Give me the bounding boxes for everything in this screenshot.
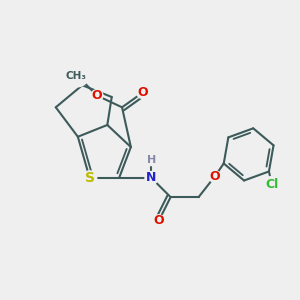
Circle shape: [153, 215, 165, 226]
Text: O: O: [209, 170, 220, 183]
Text: H: H: [147, 155, 156, 165]
Text: S: S: [85, 171, 94, 185]
Circle shape: [82, 171, 97, 185]
Circle shape: [137, 87, 148, 98]
Circle shape: [264, 176, 280, 193]
Text: Cl: Cl: [265, 178, 278, 191]
Text: O: O: [137, 86, 148, 99]
Circle shape: [146, 155, 157, 166]
Circle shape: [68, 66, 88, 87]
Circle shape: [209, 171, 221, 182]
Circle shape: [145, 172, 158, 184]
Text: CH₃: CH₃: [66, 71, 87, 81]
Circle shape: [91, 90, 103, 101]
Text: N: N: [146, 172, 157, 184]
Text: O: O: [154, 214, 164, 227]
Text: O: O: [92, 89, 102, 102]
